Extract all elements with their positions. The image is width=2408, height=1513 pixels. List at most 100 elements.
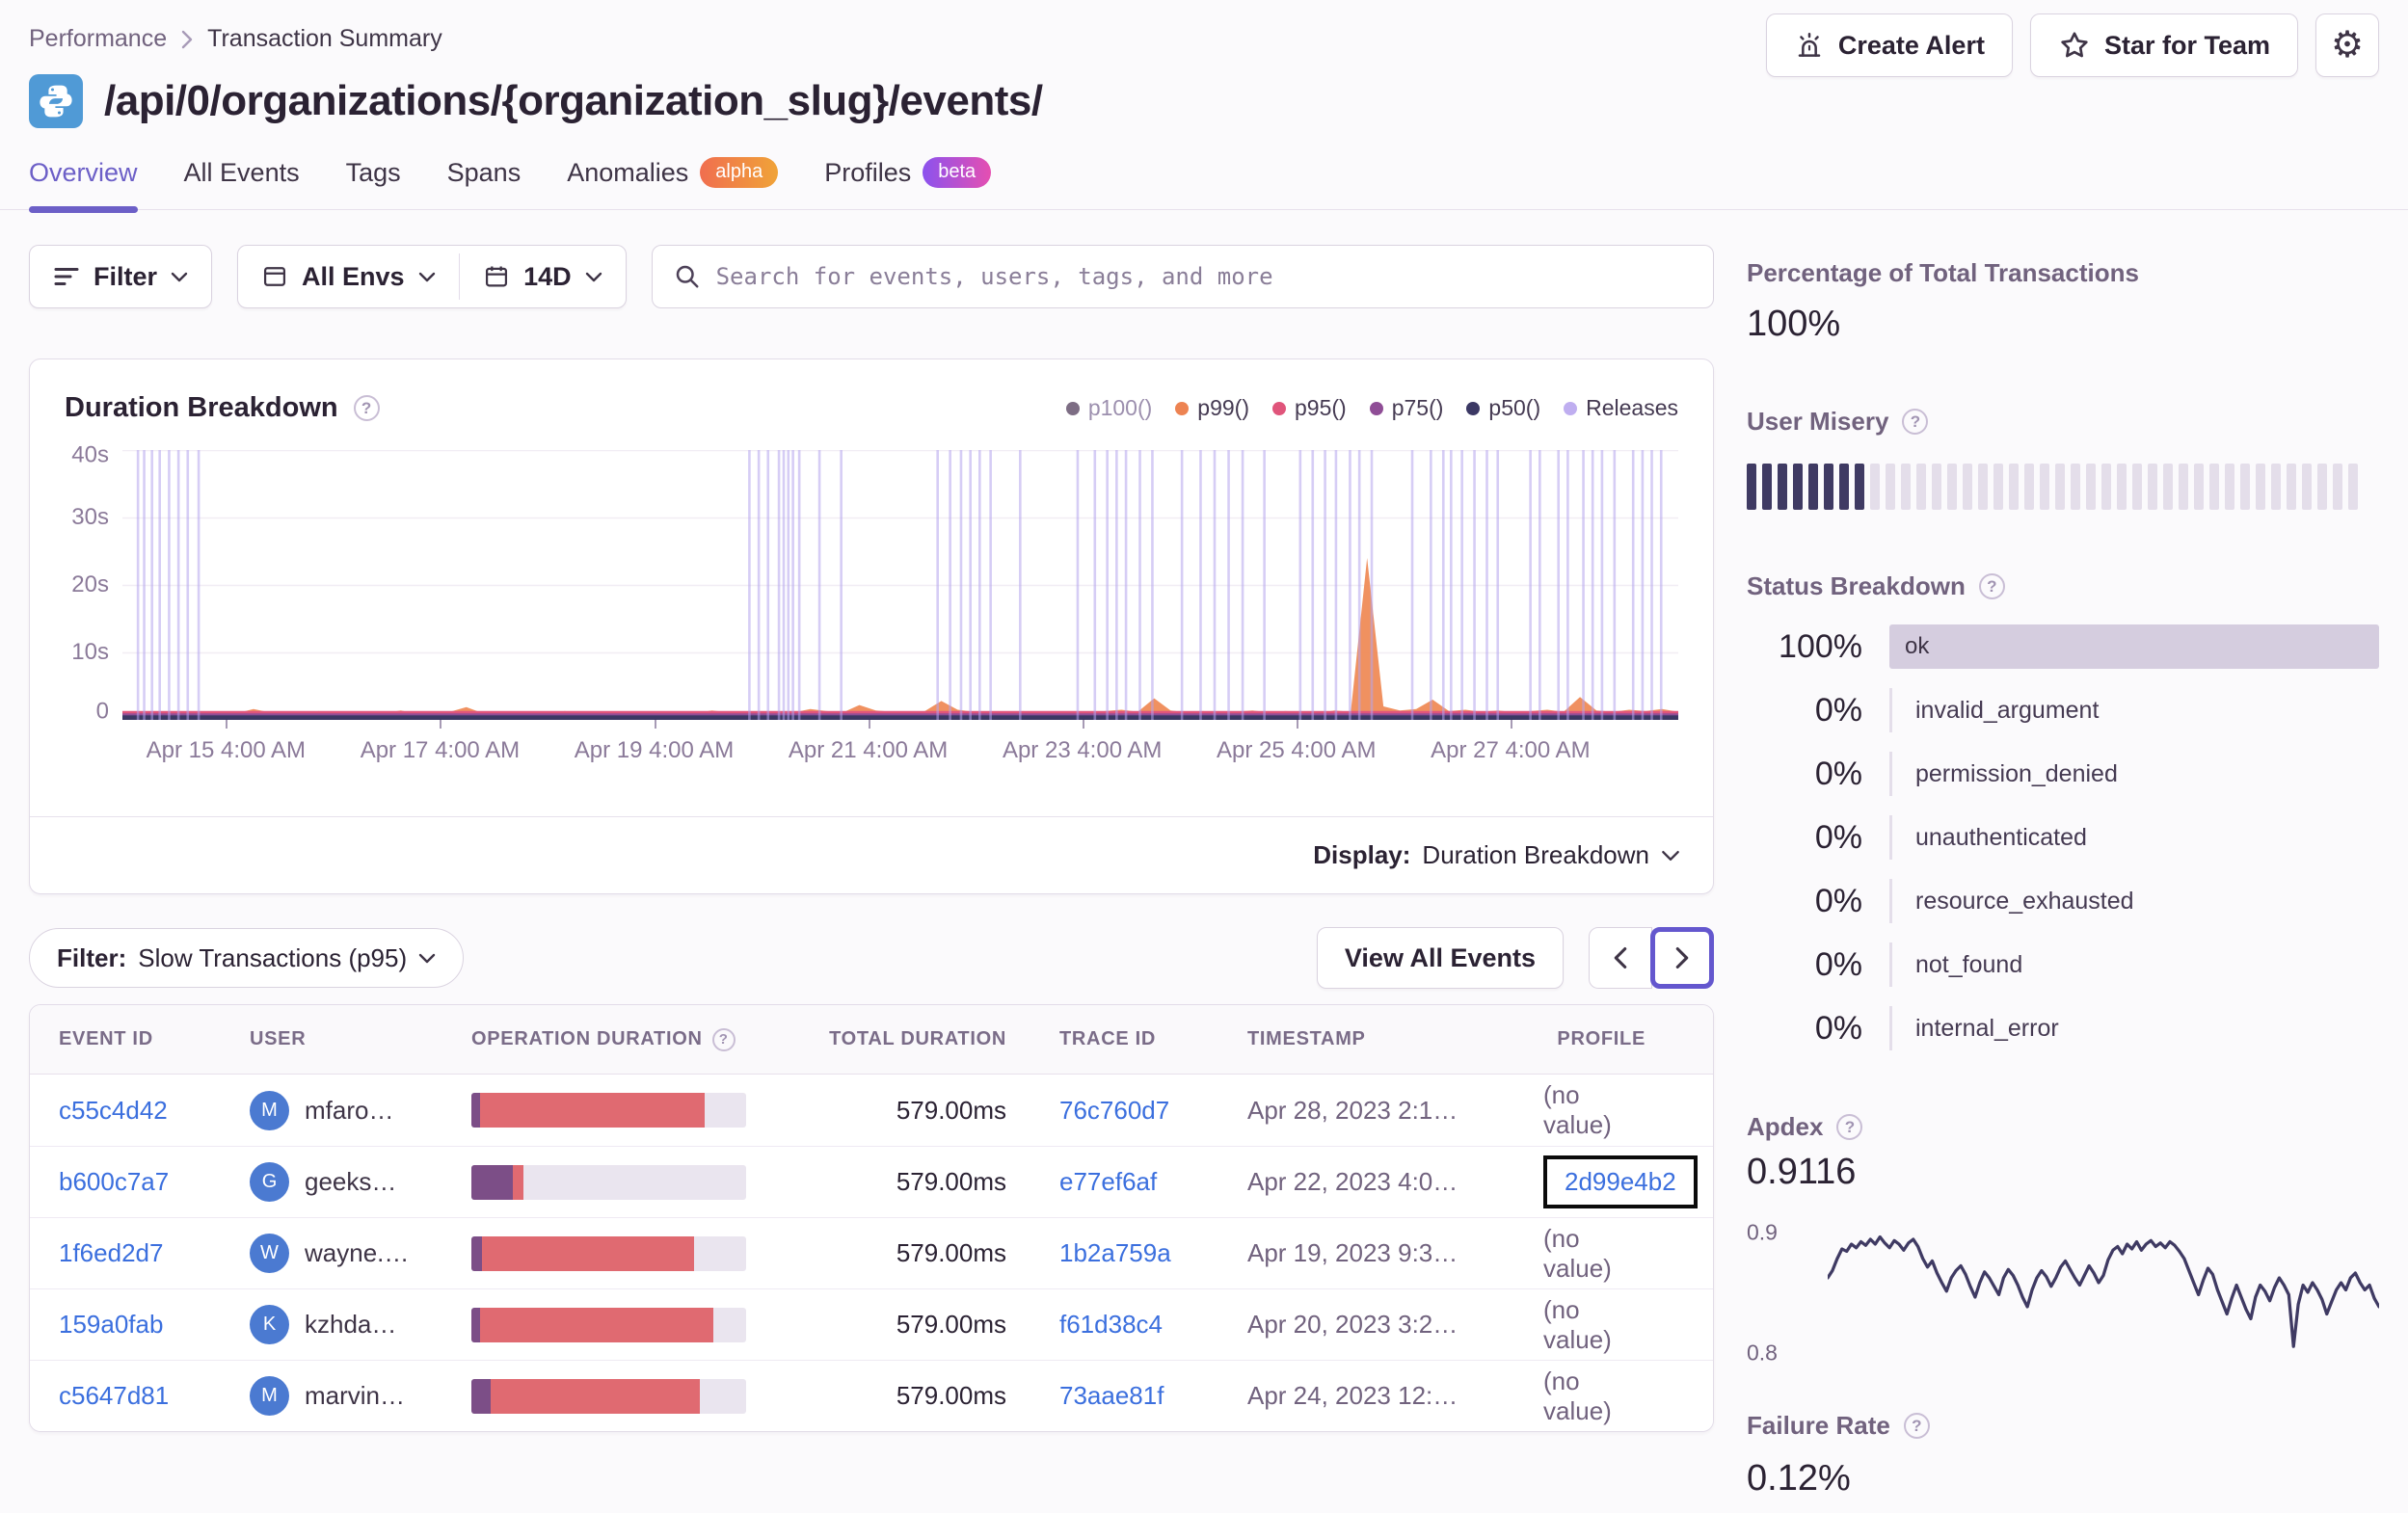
user-misery-score-bar: [1747, 464, 2379, 510]
help-icon[interactable]: ?: [1902, 409, 1929, 435]
profile-cell: (no value): [1543, 1224, 1684, 1284]
event-id-link[interactable]: 1f6ed2d7: [59, 1238, 164, 1267]
filter-button[interactable]: Filter: [29, 245, 213, 308]
misery-bar-empty: [2179, 464, 2188, 510]
tab-overview[interactable]: Overview: [29, 158, 138, 213]
next-page-button[interactable]: [1650, 927, 1714, 989]
trace-id-link[interactable]: 1b2a759a: [1059, 1238, 1171, 1267]
view-all-events-button[interactable]: View All Events: [1316, 927, 1564, 989]
environment-selector[interactable]: All Envs: [238, 246, 459, 307]
header-actions: Create Alert Star for Team ⚙: [1765, 13, 2379, 77]
legend-item-p95[interactable]: p95(): [1272, 395, 1347, 421]
operation-duration-bar: [471, 1307, 746, 1342]
trace-id-link[interactable]: 76c760d7: [1059, 1095, 1170, 1125]
trace-id-link[interactable]: f61d38c4: [1059, 1310, 1163, 1339]
column-header-user[interactable]: USER: [250, 1028, 471, 1050]
breadcrumb-performance[interactable]: Performance: [29, 25, 168, 52]
user-misery-heading: User Misery ?: [1747, 407, 2379, 437]
create-alert-label: Create Alert: [1837, 30, 1985, 60]
help-icon[interactable]: ?: [353, 395, 380, 421]
misery-bar-empty: [2132, 464, 2142, 510]
timestamp-value: Apr 19, 2023 9:3…: [1247, 1238, 1458, 1267]
timestamp-cell: Apr 24, 2023 12:…: [1247, 1381, 1543, 1411]
events-filter-label: Filter:: [57, 942, 127, 972]
column-header-label: TIMESTAMP: [1247, 1028, 1366, 1049]
profile-cell: 2d99e4b2: [1543, 1155, 1709, 1208]
x-tick-mark: [1082, 720, 1084, 729]
column-header-timestamp[interactable]: TIMESTAMP: [1247, 1028, 1543, 1050]
tab-tags[interactable]: Tags: [346, 158, 401, 209]
tab-spans[interactable]: Spans: [447, 158, 522, 209]
event-id-link[interactable]: b600c7a7: [59, 1167, 170, 1196]
y-tick-label: 0: [95, 698, 109, 725]
chart-footer: Display: Duration Breakdown: [30, 816, 1713, 893]
previous-page-button[interactable]: [1589, 927, 1652, 989]
chevron-down-icon: [418, 953, 436, 964]
total-duration-value: 579.00ms: [896, 1381, 1006, 1410]
misery-bar-empty: [2086, 464, 2096, 510]
trace-id-cell: f61d38c4: [1059, 1310, 1247, 1340]
help-icon[interactable]: ?: [1978, 573, 2005, 599]
gear-icon: ⚙: [2330, 25, 2365, 66]
operation-duration-bar: [471, 1378, 746, 1414]
misery-bar-empty: [2256, 464, 2265, 510]
misery-bar-empty: [2209, 464, 2219, 510]
legend-item-p99[interactable]: p99(): [1175, 395, 1249, 421]
column-header-event-id[interactable]: EVENT ID: [59, 1028, 250, 1050]
event-id-link[interactable]: c55c4d42: [59, 1095, 168, 1125]
event-id-link[interactable]: 159a0fab: [59, 1310, 164, 1339]
settings-button[interactable]: ⚙: [2315, 13, 2379, 77]
star-for-team-button[interactable]: Star for Team: [2029, 13, 2298, 77]
profile-link[interactable]: 2d99e4b2: [1565, 1167, 1676, 1196]
event-id-cell: c5647d81: [59, 1381, 250, 1411]
avatar: G: [250, 1162, 289, 1202]
trace-id-link[interactable]: 73aae81f: [1059, 1381, 1164, 1410]
status-percent: 0%: [1814, 882, 1862, 919]
misery-bar-filled: [1839, 464, 1849, 510]
apdex-section: Apdex ? 0.9116 0.9 0.8: [1747, 1112, 2379, 1365]
duration-segment-db: [471, 1093, 480, 1128]
legend-item-p50[interactable]: p50(): [1466, 395, 1540, 421]
search-input[interactable]: [651, 245, 1714, 308]
misery-bar-empty: [2101, 464, 2111, 510]
event-id-cell: 1f6ed2d7: [59, 1238, 250, 1268]
operation-duration-cell: [471, 1093, 809, 1128]
misery-bar-empty: [1978, 464, 1988, 510]
tab-anomalies[interactable]: Anomalies alpha: [567, 157, 779, 209]
breadcrumb: Performance Transaction Summary: [29, 25, 2379, 53]
legend-item-releases[interactable]: Releases: [1564, 395, 1678, 421]
help-icon[interactable]: ?: [1836, 1114, 1863, 1140]
display-dropdown[interactable]: Duration Breakdown: [1422, 840, 1649, 869]
x-tick-mark: [868, 720, 870, 729]
status-row-permission-denied: 0% permission_denied: [1747, 752, 2379, 796]
tab-profiles[interactable]: Profiles beta: [824, 157, 992, 209]
date-range-selector[interactable]: 14D: [460, 246, 626, 307]
duration-segment-http: [482, 1235, 694, 1271]
search-icon: [673, 262, 702, 291]
legend-item-p75[interactable]: p75(): [1369, 395, 1443, 421]
duration-chart[interactable]: [122, 450, 1678, 720]
help-icon[interactable]: ?: [1903, 1413, 1930, 1439]
trace-id-cell: 1b2a759a: [1059, 1238, 1247, 1268]
column-header-operation-duration[interactable]: OPERATION DURATION?: [471, 1027, 809, 1051]
column-header-trace-id[interactable]: TRACE ID: [1059, 1028, 1247, 1050]
legend-label: p95(): [1295, 395, 1347, 420]
misery-bar-filled: [1762, 464, 1772, 510]
tab-all-events[interactable]: All Events: [184, 158, 300, 209]
column-header-total-duration[interactable]: TOTAL DURATION: [809, 1028, 1059, 1050]
x-tick-label: Apr 27 4:00 AM: [1431, 737, 1591, 763]
help-icon[interactable]: ?: [711, 1027, 736, 1051]
trace-id-link[interactable]: e77ef6af: [1059, 1167, 1158, 1196]
events-filter-value: Slow Transactions (p95): [138, 942, 408, 972]
event-id-link[interactable]: c5647d81: [59, 1381, 170, 1410]
legend-item-p100[interactable]: p100(): [1065, 395, 1152, 421]
create-alert-button[interactable]: Create Alert: [1765, 13, 2013, 77]
column-header-profile[interactable]: PROFILE: [1543, 1028, 1684, 1050]
status-label: invalid_argument: [1889, 688, 2379, 732]
status-label: internal_error: [1889, 1006, 2379, 1050]
content-columns: Filter All Envs: [0, 245, 2408, 1500]
events-filter-dropdown[interactable]: Filter: Slow Transactions (p95): [29, 928, 465, 988]
profile-no-value: (no value): [1543, 1223, 1612, 1283]
chevron-down-icon[interactable]: [1661, 850, 1680, 862]
